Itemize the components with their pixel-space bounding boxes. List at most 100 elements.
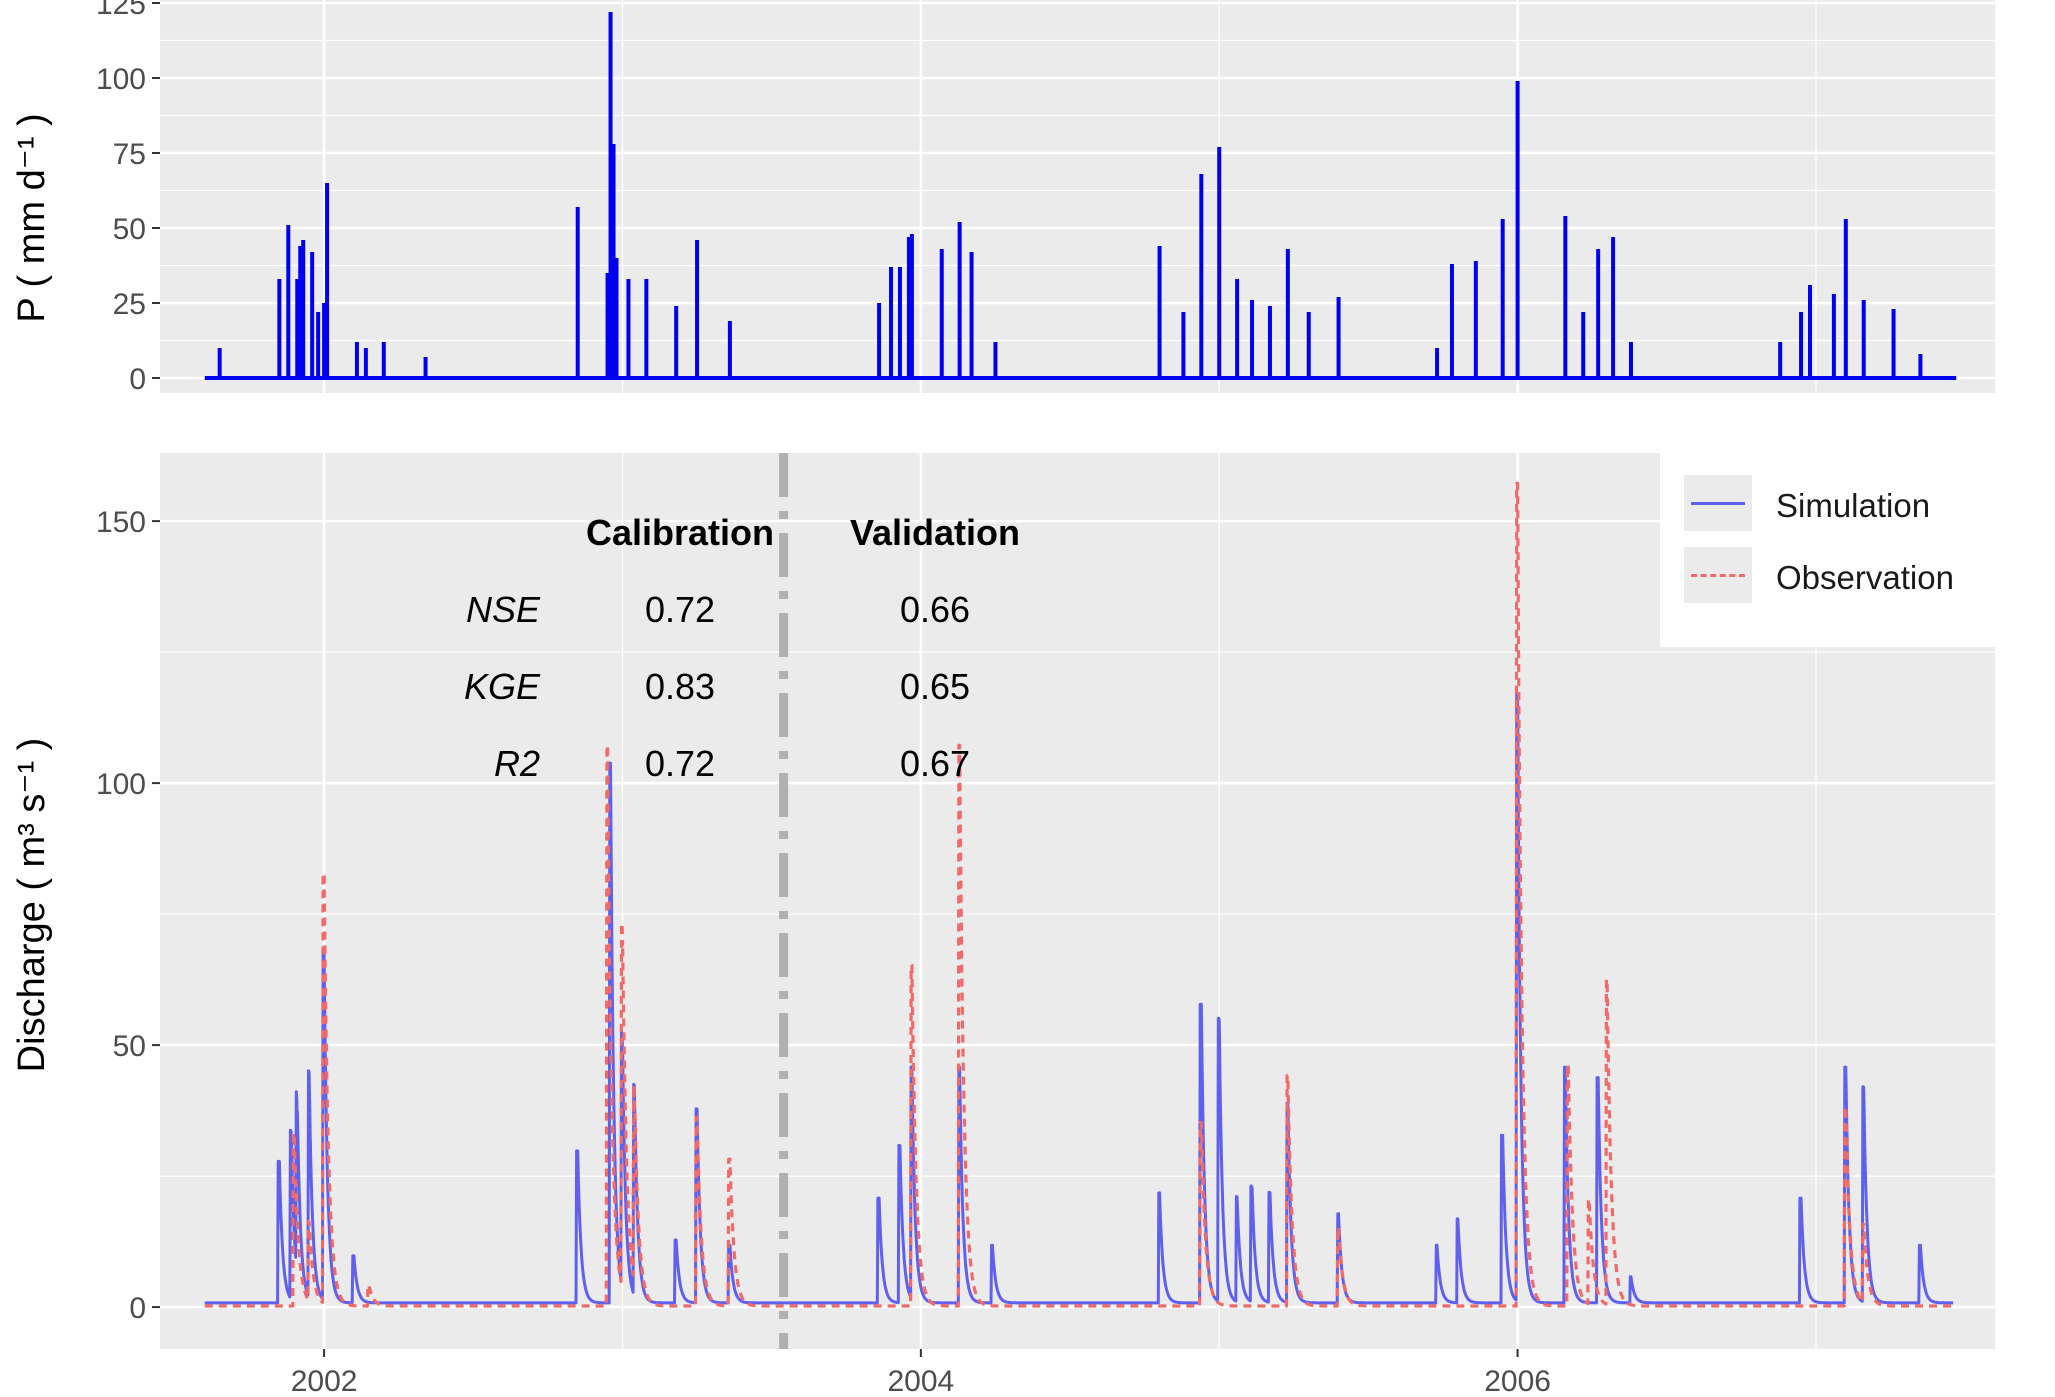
metric-validation-kge: 0.65: [900, 666, 970, 707]
precip-bar: [1831, 294, 1836, 378]
precip-bar: [322, 303, 327, 378]
precip-bar: [1181, 312, 1186, 378]
precip-bar: [217, 348, 222, 378]
precip-bar: [1628, 342, 1633, 378]
precip-bar: [1891, 309, 1896, 378]
metric-name-kge: KGE: [464, 666, 541, 707]
simulation-line: [203, 691, 1955, 1305]
precip-bar: [1336, 297, 1341, 378]
precip-bar: [277, 279, 282, 378]
precip-bar: [316, 312, 321, 378]
legend-item-simulation: Simulation: [1684, 475, 1984, 531]
precip-y-axis-title: P ( mm d⁻¹ ): [11, 113, 53, 322]
precip-y-tick-label: 125: [96, 0, 146, 21]
precip-bar: [1861, 300, 1866, 378]
precip-bar: [1918, 354, 1923, 378]
precip-bars: [204, 12, 1957, 380]
precip-bar: [1473, 261, 1478, 378]
x-tick-label: 2002: [291, 1365, 358, 1397]
precip-bar: [325, 183, 330, 378]
discharge-y-tick-label: 0: [129, 1292, 146, 1325]
precip-bar: [1515, 81, 1520, 378]
precip-bar: [1596, 249, 1601, 378]
precip-bar: [381, 342, 386, 378]
precip-bar: [1157, 246, 1162, 378]
metric-calibration-r2: 0.72: [645, 743, 715, 784]
precip-bar: [1267, 306, 1272, 378]
precip-bar: [608, 12, 613, 378]
discharge-y-tick-label: 100: [96, 768, 146, 801]
x-tick-label: 2006: [1484, 1365, 1551, 1397]
precip-y-axis: 0 25 50 75 100 125: [96, 0, 160, 396]
precip-bar: [614, 258, 619, 378]
precip-bar: [1250, 300, 1255, 378]
discharge-x-axis: 2002 2004 2006: [291, 1349, 1551, 1397]
precip-bar: [298, 246, 303, 378]
metric-name-nse: NSE: [466, 589, 541, 630]
metrics-table: Calibration Validation NSE 0.72 0.66 KGE…: [464, 512, 1020, 784]
precip-bar: [1199, 174, 1204, 378]
legend-item-observation: Observation: [1684, 547, 1984, 603]
precip-y-tick-label: 25: [113, 288, 146, 321]
precip-panel-background: [160, 0, 1995, 393]
precip-y-tick-label: 50: [113, 213, 146, 246]
precip-bar: [1500, 219, 1505, 378]
precip-bar: [1306, 312, 1311, 378]
precip-bar: [1843, 219, 1848, 378]
precip-bar: [897, 267, 902, 378]
legend-key-observation: [1684, 547, 1752, 603]
precip-bar: [605, 273, 610, 378]
metric-calibration-nse: 0.72: [645, 589, 715, 630]
precip-bar: [626, 279, 631, 378]
x-tick-label: 2004: [887, 1365, 954, 1397]
discharge-y-axis: 0 50 100 150: [96, 506, 160, 1325]
metric-calibration-kge: 0.83: [645, 666, 715, 707]
legend-key-simulation: [1684, 475, 1752, 531]
precip-bar: [1217, 147, 1222, 378]
dashed-line-icon: [1691, 574, 1745, 577]
observation-line: [203, 481, 1955, 1308]
discharge-y-axis-title: Discharge ( m³ s⁻¹ ): [11, 738, 53, 1073]
precip-bar: [644, 279, 649, 378]
precip-bar: [286, 225, 291, 378]
precip-bar: [354, 342, 359, 378]
discharge-y-tick-label: 150: [96, 506, 146, 539]
precip-bar: [993, 342, 998, 378]
precip-bar: [695, 240, 700, 378]
precip-bar: [906, 237, 911, 378]
precip-bar: [1449, 264, 1454, 378]
precip-bar: [310, 252, 315, 378]
precip-bar: [889, 267, 894, 378]
precip-bar: [301, 240, 306, 378]
metric-validation-nse: 0.66: [900, 589, 970, 630]
precip-y-tick-label: 100: [96, 63, 146, 96]
precip-bar: [1581, 312, 1586, 378]
precip-bar: [1611, 237, 1616, 378]
precip-bar: [1799, 312, 1804, 378]
precip-bar: [727, 321, 732, 378]
precip-bar: [423, 357, 428, 378]
discharge-series: [203, 481, 1955, 1308]
precip-bar: [1235, 279, 1240, 378]
precip-bar: [877, 303, 882, 378]
precip-y-tick-label: 75: [113, 138, 146, 171]
metric-validation-r2: 0.67: [900, 743, 970, 784]
legend-label-observation: Observation: [1776, 559, 1954, 596]
precip-bar: [909, 234, 914, 378]
precip-bar: [363, 348, 368, 378]
legend-label-simulation: Simulation: [1776, 487, 1931, 524]
precip-bar: [1435, 348, 1440, 378]
solid-line-icon: [1691, 502, 1745, 505]
precip-bar: [1285, 249, 1290, 378]
precip-bar: [674, 306, 679, 378]
precip-bar: [1808, 285, 1813, 378]
precip-bar: [295, 279, 300, 378]
precip-bar: [611, 144, 616, 378]
metrics-header-calibration: Calibration: [586, 512, 774, 553]
precip-bar: [957, 222, 962, 378]
precip-y-tick-label: 0: [129, 363, 146, 396]
precip-bar: [1563, 216, 1568, 378]
precip-bar: [575, 207, 580, 378]
precip-bar: [939, 249, 944, 378]
